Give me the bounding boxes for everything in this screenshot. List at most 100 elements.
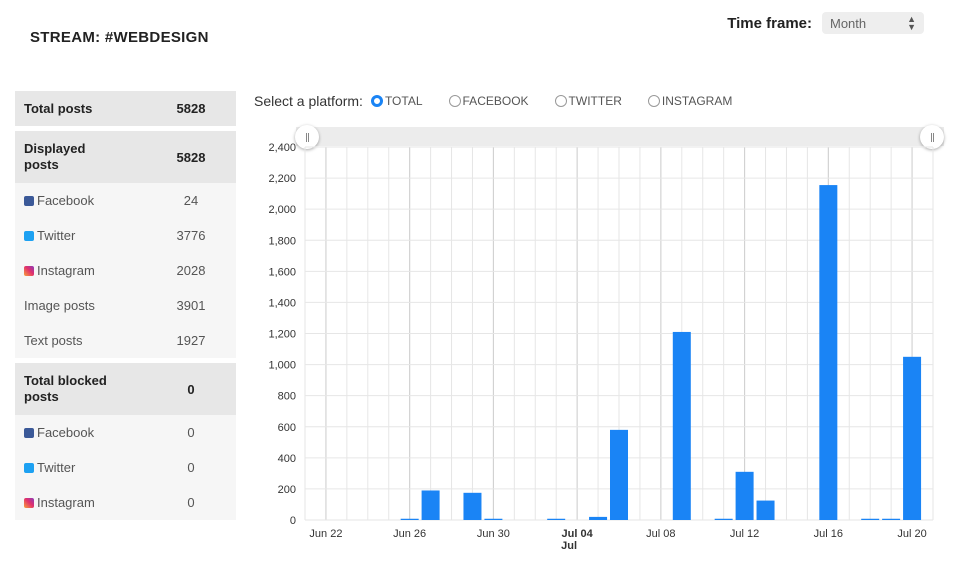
displayed-posts-row: Displayed posts 5828 (15, 131, 236, 183)
x-tick-label: Jul 20 (897, 528, 926, 540)
bar (484, 518, 503, 520)
bar (463, 492, 482, 520)
x-tick-label: Jun 22 (309, 528, 342, 540)
select-arrows-icon: ▲ ▼ (907, 14, 916, 32)
facebook-icon (24, 427, 34, 438)
x-tick-label: Jun 26 (393, 528, 426, 540)
displayed-instagram-label: Instagram (37, 263, 95, 278)
grip-icon (305, 132, 309, 142)
text-posts-label: Text posts (24, 333, 83, 348)
radio-unchecked-icon (647, 95, 660, 107)
radio-unchecked-icon (554, 95, 567, 107)
x-tick-label: Jul 16 (814, 528, 843, 540)
range-slider-right-handle[interactable] (920, 125, 944, 149)
displayed-twitter-label: Twitter (37, 228, 76, 243)
platform-radio-total[interactable]: TOTAL (370, 94, 423, 108)
total-posts-row: Total posts 5828 (15, 91, 236, 126)
y-tick-label: 1,000 (268, 360, 296, 372)
total-posts-value: 5828 (176, 101, 206, 116)
timeframe-select[interactable]: Month ▲ ▼ (822, 12, 924, 34)
blocked-posts-value: 0 (187, 381, 195, 397)
y-tick-label: 1,200 (268, 329, 296, 341)
displayed-twitter-row: Twitter 3776 (15, 218, 236, 253)
platform-option-instagram: INSTAGRAM (661, 94, 733, 108)
platform-option-total: TOTAL (384, 94, 423, 108)
blocked-facebook-value: 0 (187, 425, 195, 440)
timeframe-value: Month (830, 15, 867, 31)
range-slider-track[interactable] (296, 127, 944, 146)
image-posts-row: Image posts 3901 (15, 288, 236, 323)
instagram-icon (24, 497, 34, 508)
bar (547, 518, 566, 520)
displayed-instagram-value: 2028 (176, 263, 206, 278)
platform-radio-twitter[interactable]: TWITTER (554, 94, 622, 108)
bar (756, 500, 775, 520)
bar (903, 356, 922, 520)
platform-radio-facebook[interactable]: FACEBOOK (448, 94, 529, 108)
y-tick-label: 0 (290, 515, 296, 527)
blocked-twitter-row: Twitter 0 (15, 450, 236, 485)
instagram-icon (24, 265, 34, 276)
platform-label: Select a platform: (254, 93, 363, 109)
y-tick-label: 200 (278, 484, 296, 496)
blocked-instagram-row: Instagram 0 (15, 485, 236, 520)
displayed-facebook-label: Facebook (37, 193, 95, 208)
bar (819, 185, 838, 520)
y-tick-label: 2,200 (268, 173, 296, 185)
x-tick-sublabel: Jul (561, 540, 577, 552)
timeframe-label: Time frame: (727, 14, 812, 32)
bar (714, 518, 733, 520)
blocked-posts-row: Total blocked posts 0 (15, 363, 236, 415)
bar (421, 490, 440, 520)
blocked-instagram-value: 0 (187, 495, 195, 510)
range-slider-left-handle[interactable] (295, 125, 319, 149)
bar (609, 429, 629, 520)
twitter-icon (24, 462, 34, 473)
displayed-facebook-value: 24 (183, 193, 199, 208)
total-posts-label: Total posts (24, 100, 93, 116)
bar (861, 518, 880, 520)
stats-panel: Total posts 5828 Displayed posts 5828 Fa… (15, 91, 236, 520)
text-posts-value: 1927 (176, 333, 206, 348)
radio-checked-icon (370, 95, 383, 107)
image-posts-label: Image posts (24, 298, 95, 313)
timeframe-control: Time frame: Month ▲ ▼ (727, 12, 924, 34)
platform-selector: Select a platform: TOTAL FACEBOOK TWITTE… (254, 93, 758, 109)
platform-option-facebook: FACEBOOK (462, 94, 529, 108)
displayed-posts-label: Displayed posts (24, 141, 86, 172)
y-tick-label: 2,000 (268, 204, 296, 216)
y-tick-label: 600 (278, 422, 296, 434)
twitter-icon (24, 230, 34, 241)
bar (672, 331, 691, 520)
blocked-instagram-label: Instagram (37, 495, 95, 510)
x-tick-label: Jul 08 (646, 528, 675, 540)
displayed-facebook-row: Facebook 24 (15, 183, 236, 218)
displayed-posts-value: 5828 (176, 149, 206, 165)
blocked-facebook-label: Facebook (37, 425, 95, 440)
text-posts-row: Text posts 1927 (15, 323, 236, 358)
blocked-twitter-label: Twitter (37, 460, 76, 475)
facebook-icon (24, 195, 34, 206)
y-tick-label: 2,400 (268, 142, 296, 154)
y-tick-label: 1,800 (268, 235, 296, 247)
y-tick-label: 800 (278, 391, 296, 403)
grip-icon (930, 132, 934, 142)
blocked-facebook-row: Facebook 0 (15, 415, 236, 450)
bar (400, 518, 419, 520)
x-tick-label: Jul 12 (730, 528, 759, 540)
y-tick-label: 1,400 (268, 297, 296, 309)
x-tick-label: Jul 04 (562, 528, 594, 540)
bar (882, 518, 901, 520)
platform-radio-instagram[interactable]: INSTAGRAM (647, 94, 733, 108)
bar (589, 516, 608, 520)
bar (735, 471, 754, 520)
image-posts-value: 3901 (176, 298, 206, 313)
platform-option-twitter: TWITTER (568, 94, 622, 108)
y-tick-label: 400 (278, 453, 296, 465)
blocked-twitter-value: 0 (187, 460, 195, 475)
stream-title: STREAM: #WEBDESIGN (30, 29, 209, 46)
displayed-twitter-value: 3776 (176, 228, 206, 243)
y-tick-label: 1,600 (268, 266, 296, 278)
displayed-instagram-row: Instagram 2028 (15, 253, 236, 288)
